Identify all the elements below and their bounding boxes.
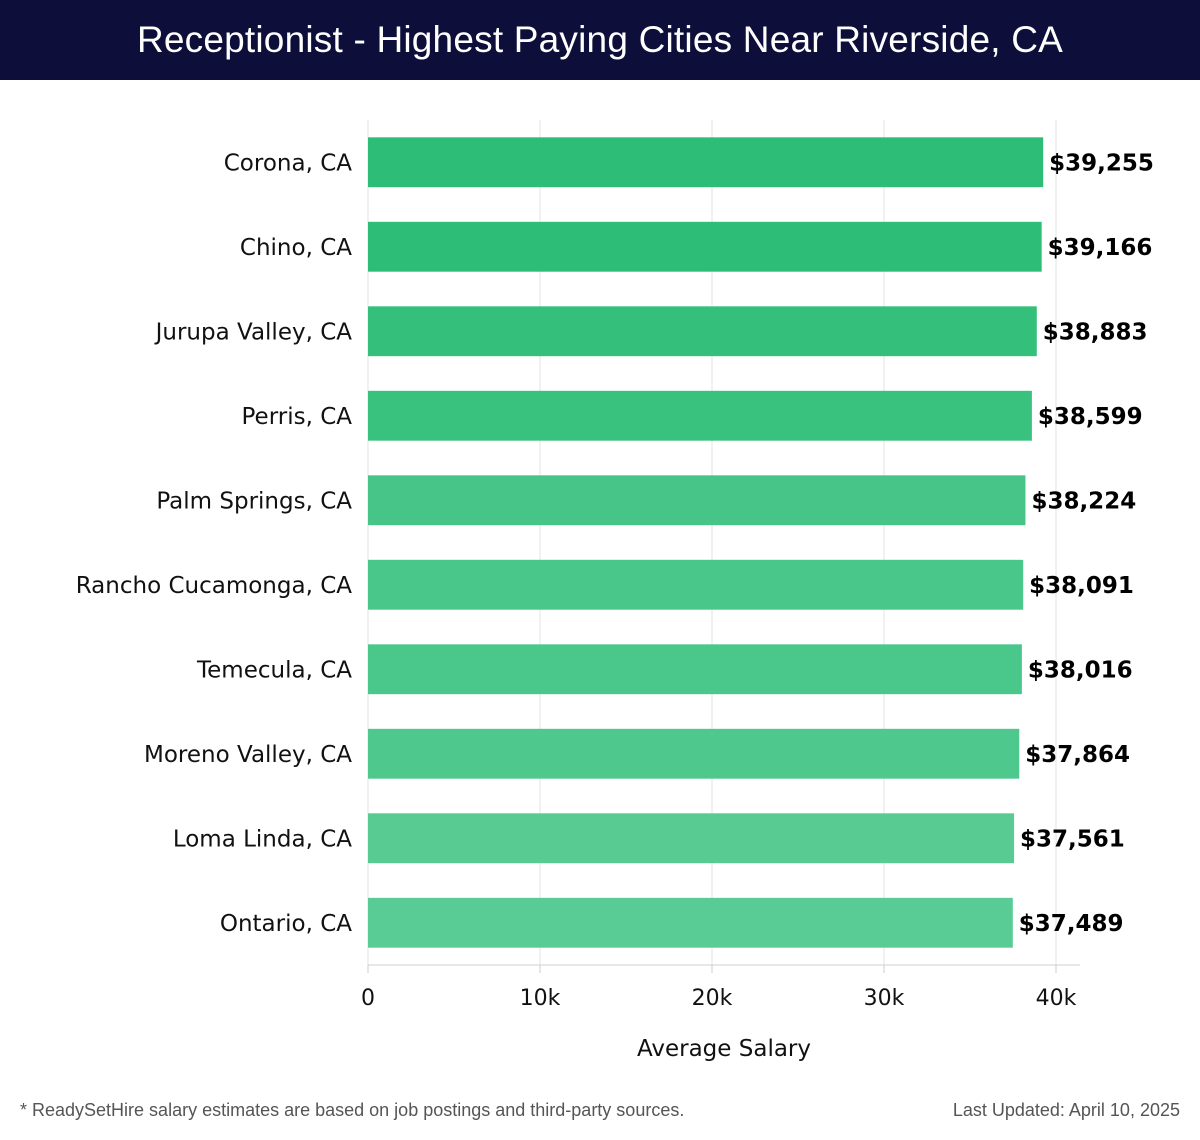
x-axis-label: Average Salary [637, 1036, 811, 1062]
x-tick-label-1: 10k [520, 986, 561, 1011]
x-tick-label-3: 30k [864, 986, 905, 1011]
bar-2 [368, 306, 1037, 357]
bar-8 [368, 813, 1015, 864]
bar-4 [368, 475, 1026, 526]
category-label-4: Palm Springs, CA [156, 488, 352, 514]
value-label-2: $38,883 [1043, 319, 1148, 345]
footer-note: * ReadySetHire salary estimates are base… [20, 1100, 685, 1120]
bar-5 [368, 559, 1024, 610]
last-updated: Last Updated: April 10, 2025 [952, 1100, 1180, 1120]
value-label-0: $39,255 [1049, 150, 1154, 176]
x-tick-label-2: 20k [692, 986, 733, 1011]
x-tick-label-0: 0 [361, 986, 375, 1011]
x-tick-label-4: 40k [1036, 986, 1077, 1011]
bar-7 [368, 728, 1020, 779]
value-label-1: $39,166 [1048, 235, 1153, 261]
bar-1 [368, 221, 1042, 272]
value-label-8: $37,561 [1020, 826, 1125, 852]
value-label-4: $38,224 [1031, 488, 1136, 514]
category-label-3: Perris, CA [242, 404, 353, 430]
category-label-7: Moreno Valley, CA [144, 742, 352, 768]
bar-6 [368, 644, 1022, 695]
category-label-9: Ontario, CA [220, 911, 352, 937]
value-label-9: $37,489 [1019, 911, 1124, 937]
bar-0 [368, 137, 1044, 188]
value-label-3: $38,599 [1038, 404, 1143, 430]
category-label-1: Chino, CA [240, 235, 352, 261]
value-label-5: $38,091 [1029, 573, 1134, 599]
category-label-0: Corona, CA [224, 150, 353, 176]
category-label-6: Temecula, CA [196, 657, 352, 683]
chart-area: Corona, CA $39,255 Chino, CA $39,166 Jurupa … [0, 80, 1200, 1080]
category-label-2: Jurupa Valley, CA [154, 319, 353, 345]
chart-title: Receptionist - Highest Paying Cities Nea… [0, 0, 1200, 80]
bar-9 [368, 897, 1013, 948]
category-label-8: Loma Linda, CA [173, 826, 352, 852]
bar-3 [368, 390, 1032, 441]
value-label-7: $37,864 [1025, 742, 1130, 768]
category-label-5: Rancho Cucamonga, CA [76, 573, 353, 599]
value-label-6: $38,016 [1028, 657, 1133, 683]
bar-chart: Corona, CA $39,255 Chino, CA $39,166 Jurupa … [76, 120, 1154, 1062]
